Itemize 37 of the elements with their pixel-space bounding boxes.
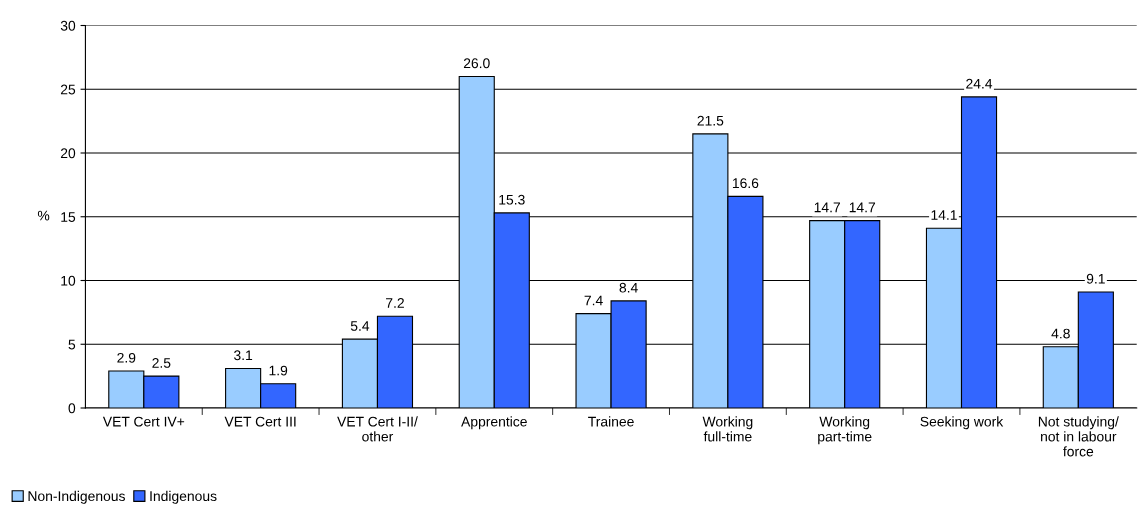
x-tick-label: Seeking work [920, 416, 1004, 430]
y-tick-label: 15 [61, 212, 76, 222]
data-label: 26.0 [463, 58, 490, 69]
y-tick-label: 0 [68, 403, 76, 414]
data-label: 24.4 [966, 78, 993, 89]
legend-label: Non-Indigenous [28, 490, 125, 504]
data-label: 7.4 [584, 295, 603, 306]
x-tick-label: Working full-time [702, 416, 753, 442]
data-label: 1.9 [269, 365, 288, 376]
x-tick-label: Not studying/ not in labour force [1038, 416, 1119, 457]
y-tick-label: 10 [61, 275, 76, 286]
data-label: 14.7 [849, 202, 876, 213]
data-label: 7.2 [386, 298, 404, 308]
data-label: 14.1 [931, 210, 957, 220]
data-label: 2.9 [117, 352, 136, 363]
data-label: 9.1 [1086, 273, 1105, 284]
x-tick-label: Trainee [588, 416, 634, 427]
data-label: 5.4 [350, 321, 370, 331]
x-tick-label: Apprentice [461, 416, 527, 430]
data-label: 2.5 [152, 357, 171, 368]
data-label: 4.8 [1051, 328, 1070, 339]
data-label: 14.7 [814, 202, 840, 213]
data-label: 16.6 [732, 178, 759, 189]
data-label: 8.4 [619, 282, 638, 293]
data-label: 21.5 [697, 115, 724, 126]
y-tick-label: 30 [60, 20, 76, 31]
x-tick-label: VET Cert III [224, 416, 296, 427]
y-tick-label: 5 [68, 339, 76, 350]
y-tick-label: 25 [60, 84, 76, 95]
data-label: 15.3 [499, 194, 525, 205]
legend-label: Indigenous [150, 490, 217, 504]
y-tick-label: 20 [60, 148, 76, 159]
data-label: 3.1 [234, 350, 253, 361]
x-tick-label: VET Cert I-II/ other [337, 416, 418, 442]
x-tick-label: VET Cert IV+ [102, 416, 185, 427]
x-tick-label: Working part-time [818, 416, 872, 445]
y-axis-title: % [37, 210, 50, 221]
